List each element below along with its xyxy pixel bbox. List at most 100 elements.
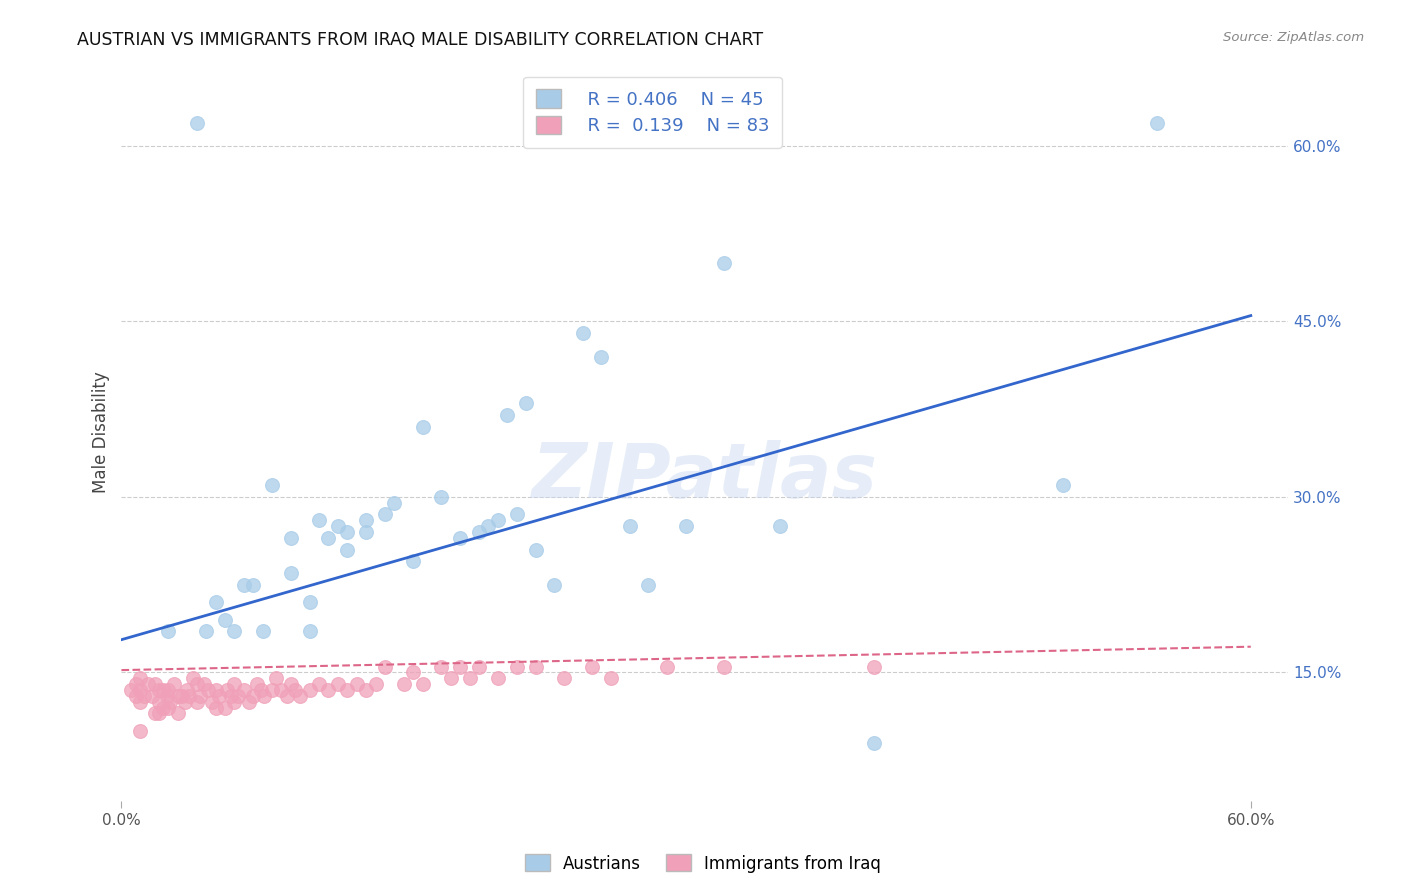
Point xyxy=(308,677,330,691)
Point xyxy=(308,513,330,527)
Point xyxy=(524,542,547,557)
Point xyxy=(260,683,283,698)
Point xyxy=(270,683,292,698)
Point xyxy=(157,624,180,639)
Point xyxy=(129,723,152,738)
Point xyxy=(354,524,377,539)
Point xyxy=(129,683,152,698)
Point xyxy=(186,695,208,709)
Point xyxy=(224,695,246,709)
Point xyxy=(336,542,359,557)
Point xyxy=(141,689,163,703)
Point xyxy=(219,689,242,703)
Point xyxy=(197,683,219,698)
Point xyxy=(156,689,179,703)
Point xyxy=(280,531,302,545)
Point xyxy=(284,683,307,698)
Point xyxy=(280,677,302,691)
Point xyxy=(440,671,463,685)
Point xyxy=(204,595,226,609)
Point xyxy=(430,490,453,504)
Point xyxy=(143,706,166,721)
Point xyxy=(637,577,659,591)
Point xyxy=(214,700,236,714)
Point xyxy=(186,115,208,129)
Point xyxy=(863,736,886,750)
Point xyxy=(129,671,152,685)
Point xyxy=(486,513,509,527)
Point xyxy=(468,659,491,673)
Point xyxy=(224,677,246,691)
Point xyxy=(571,326,593,340)
Point xyxy=(215,683,238,698)
Point xyxy=(486,671,509,685)
Point xyxy=(143,677,166,691)
Point xyxy=(276,689,298,703)
Point xyxy=(675,519,697,533)
Point xyxy=(253,689,276,703)
Point xyxy=(167,706,190,721)
Point xyxy=(214,613,236,627)
Point xyxy=(318,531,340,545)
Point xyxy=(224,624,246,639)
Point xyxy=(657,659,679,673)
Point xyxy=(152,683,174,698)
Point xyxy=(242,577,264,591)
Text: ZIPatlas: ZIPatlas xyxy=(531,440,877,514)
Point xyxy=(238,695,260,709)
Point xyxy=(132,689,155,703)
Point xyxy=(326,519,349,533)
Point xyxy=(346,677,368,691)
Point xyxy=(392,677,415,691)
Point xyxy=(152,700,174,714)
Legend: Austrians, Immigrants from Iraq: Austrians, Immigrants from Iraq xyxy=(517,847,889,880)
Point xyxy=(591,350,613,364)
Point xyxy=(553,671,575,685)
Point xyxy=(136,677,159,691)
Point xyxy=(181,671,204,685)
Point xyxy=(364,677,387,691)
Point xyxy=(1052,478,1074,492)
Point xyxy=(264,671,287,685)
Point xyxy=(769,519,792,533)
Point xyxy=(204,683,226,698)
Point xyxy=(402,554,425,568)
Point xyxy=(260,478,283,492)
Point xyxy=(496,408,519,422)
Point xyxy=(120,683,142,698)
Point xyxy=(167,689,190,703)
Point xyxy=(506,508,529,522)
Point xyxy=(252,624,274,639)
Point xyxy=(195,624,218,639)
Point xyxy=(232,683,254,698)
Point xyxy=(402,665,425,680)
Y-axis label: Male Disability: Male Disability xyxy=(93,372,110,493)
Point xyxy=(290,689,312,703)
Point xyxy=(374,659,396,673)
Point xyxy=(449,659,471,673)
Point xyxy=(204,700,226,714)
Point xyxy=(298,683,321,698)
Point xyxy=(336,524,359,539)
Point xyxy=(208,689,231,703)
Point xyxy=(163,677,186,691)
Point xyxy=(458,671,481,685)
Point xyxy=(148,706,170,721)
Point xyxy=(129,695,152,709)
Point xyxy=(524,659,547,673)
Point xyxy=(176,683,198,698)
Point xyxy=(226,689,249,703)
Point xyxy=(170,689,193,703)
Point xyxy=(1146,115,1168,129)
Text: AUSTRIAN VS IMMIGRANTS FROM IRAQ MALE DISABILITY CORRELATION CHART: AUSTRIAN VS IMMIGRANTS FROM IRAQ MALE DI… xyxy=(77,31,763,49)
Point xyxy=(354,683,377,698)
Point xyxy=(581,659,603,673)
Point xyxy=(179,689,201,703)
Point xyxy=(543,577,565,591)
Legend:   R = 0.406    N = 45,   R =  0.139    N = 83: R = 0.406 N = 45, R = 0.139 N = 83 xyxy=(523,77,782,148)
Point xyxy=(713,256,735,270)
Point xyxy=(125,689,148,703)
Point xyxy=(619,519,641,533)
Point xyxy=(449,531,471,545)
Point xyxy=(159,695,181,709)
